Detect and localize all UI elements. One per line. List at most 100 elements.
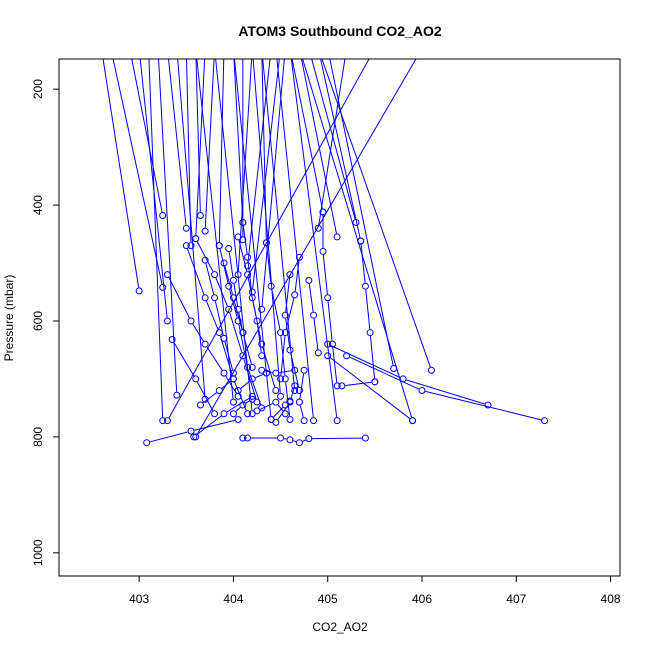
series-segment [234,381,247,411]
profile-series [102,59,143,295]
profile-series [324,340,492,409]
plot-frame [58,58,621,577]
series-segment [215,59,253,411]
data-point [262,369,270,377]
data-point [215,329,223,337]
series-segment [195,59,206,236]
data-point [211,294,219,302]
series-segment [293,440,297,443]
series-segment [256,324,262,353]
y-tick-label: 200 [31,79,45,99]
data-point [108,46,114,52]
data-point [159,211,167,219]
data-point [278,46,284,52]
series-segment [204,59,215,228]
series-segment [214,301,224,336]
data-point [159,417,167,425]
data-point [155,46,161,52]
y-tick-label: 800 [31,427,45,447]
data-point [272,398,280,406]
data-point [174,46,180,52]
data-point [484,401,492,409]
data-point [328,340,336,348]
profile-series [302,59,417,425]
profile-series [220,259,256,371]
data-point [220,259,228,267]
series-segment [229,289,238,318]
data-point [253,317,261,325]
data-point [196,401,204,409]
data-point [220,369,228,377]
profile-series [196,59,237,406]
data-point [287,46,293,52]
data-point [229,375,237,383]
data-point [282,46,288,52]
series-segment [276,59,314,418]
data-point [286,397,294,405]
series-segment [228,251,234,278]
profile-series [168,336,219,418]
series-segment [285,298,295,330]
series-segment [102,59,140,288]
data-point [305,276,313,284]
series-segment [195,59,201,213]
data-point [338,382,346,390]
data-point [164,46,170,52]
profile-series [324,352,417,425]
data-point [159,283,167,291]
data-point [163,417,171,425]
series-segment [233,283,239,307]
data-point [244,253,252,261]
data-point [248,375,256,383]
series-segment [329,59,394,366]
data-point [371,378,379,386]
series-segment [225,375,237,394]
profile-series [131,59,167,219]
data-point [281,410,289,418]
chart-title: ATOM3 Southbound CO2_AO2 [238,23,441,39]
series-segment [313,318,319,350]
profile-series [182,242,252,418]
data-point [300,417,308,425]
series-segment [243,335,252,365]
data-point [192,235,200,243]
profile-series [319,208,341,390]
series-segment [221,380,232,389]
data-point [225,245,233,253]
data-point [239,434,247,442]
data-point [319,247,327,255]
profile-series [252,59,285,400]
data-point [182,224,190,232]
data-point [244,262,252,270]
data-point [258,352,266,360]
series-segment [224,341,233,370]
data-point [239,401,247,409]
series-segment [406,379,485,405]
data-point [244,363,252,371]
profile-series [320,59,365,245]
series-segment [299,373,305,399]
data-point [344,46,350,52]
data-point [324,352,332,360]
data-point [295,439,303,447]
profile-series [196,375,237,409]
series-segment [196,415,222,436]
data-point [248,294,256,302]
data-point [192,433,200,441]
data-point [357,237,365,245]
series-segment [332,347,338,383]
x-tick-label: 408 [601,592,621,606]
data-point [248,363,256,371]
data-point [305,435,313,443]
series-segment [290,353,300,388]
series-segment [149,431,188,443]
profile-series [195,59,204,219]
data-point [229,410,237,418]
data-point [248,395,256,403]
profile-series [201,256,237,377]
series-segment [219,335,233,376]
series-segment [158,59,178,392]
series-segment [369,336,376,379]
data-point [324,340,332,348]
